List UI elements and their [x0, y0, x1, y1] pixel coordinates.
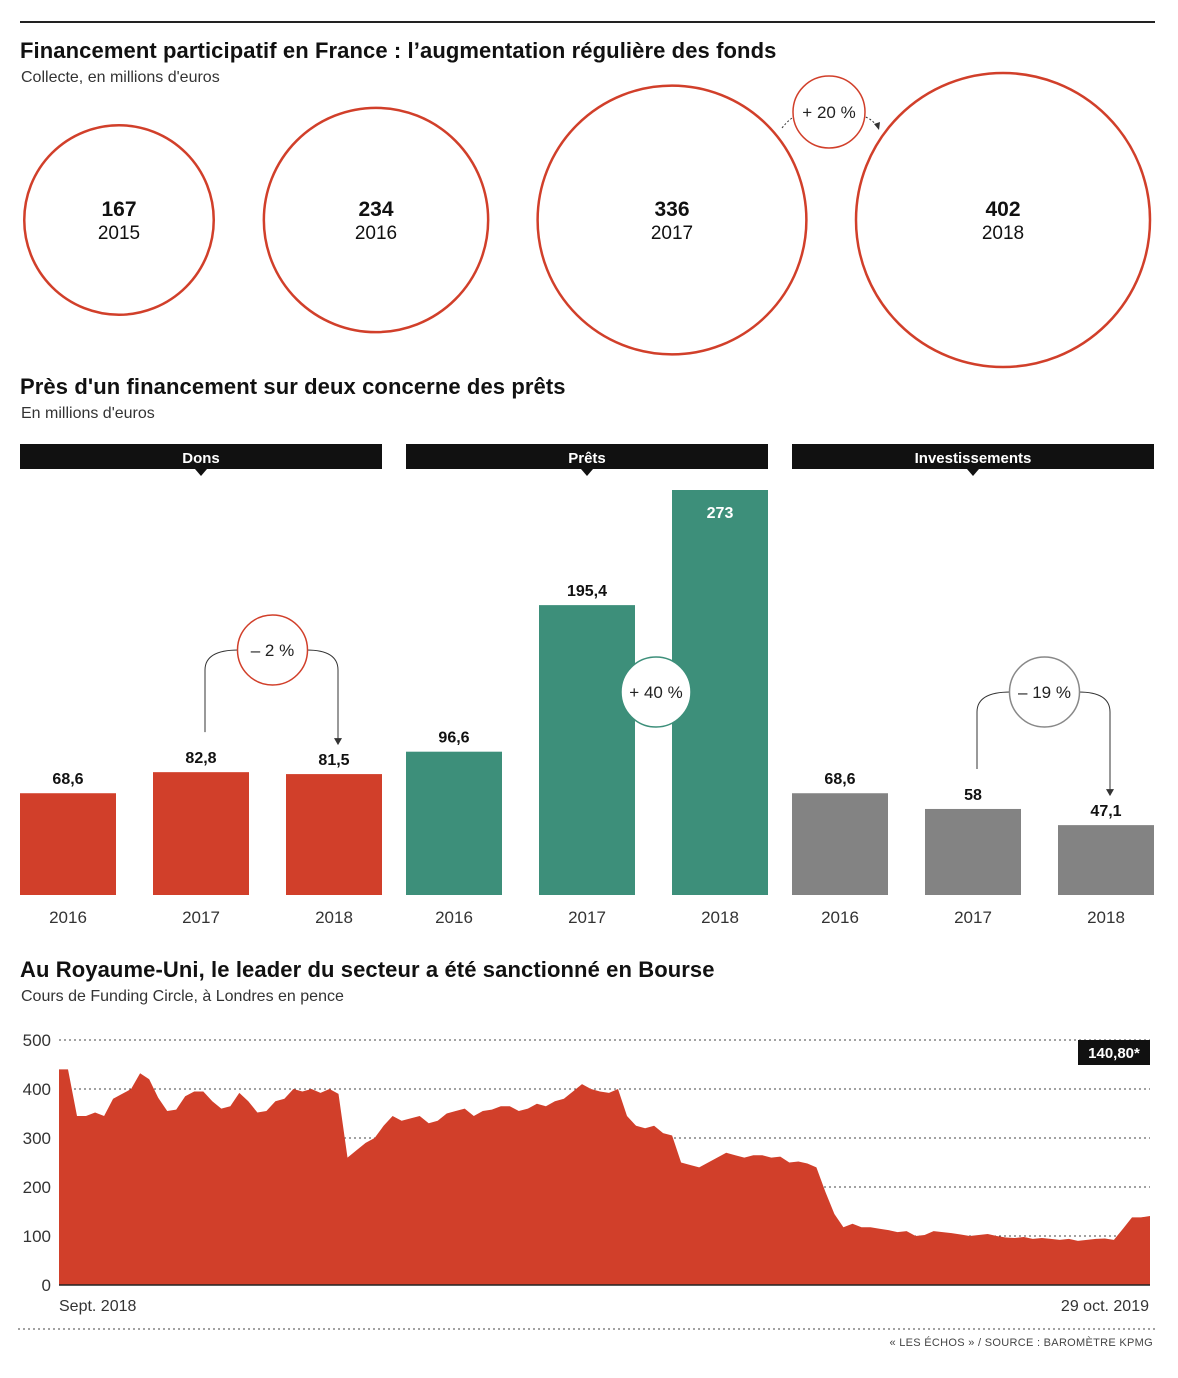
last-value-badge — [1078, 1040, 1150, 1065]
bar-year-Prêts-2017: 2017 — [568, 908, 606, 927]
price-area — [59, 1069, 1150, 1285]
bubble-year-2018: 2018 — [982, 223, 1024, 244]
section2-title: Près d'un financement sur deux concerne … — [20, 374, 566, 399]
bar-Investissements-2018 — [1058, 825, 1154, 895]
group-header-label-1: Prêts — [568, 450, 606, 467]
section1-subtitle: Collecte, en millions d'euros — [21, 69, 220, 86]
bar-year-Investissements-2017: 2017 — [954, 908, 992, 927]
x-end-label: 29 oct. 2019 — [1061, 1298, 1149, 1315]
area-chart: 0 100 200 300 400 500 Sept. 2018 29 oct. 2019 14… — [18, 1031, 1155, 1330]
group-header-2 — [792, 444, 1154, 469]
y-tick-0: 0 — [42, 1276, 51, 1295]
bar-year-Prêts-2016: 2016 — [435, 908, 473, 927]
change-connector-right-0 — [306, 649, 339, 743]
bar-year-Prêts-2018: 2018 — [701, 908, 739, 927]
bar-Dons-2016 — [20, 793, 116, 895]
bar-label-Investissements-2017: 58 — [964, 787, 982, 804]
bubble-2017 — [536, 84, 808, 356]
bar-label-Prêts-2016: 96,6 — [438, 730, 469, 747]
growth-arrowhead — [874, 122, 880, 130]
x-start-label: Sept. 2018 — [59, 1298, 137, 1315]
bar-year-Investissements-2016: 2016 — [821, 908, 859, 927]
change-badge-label-1: + 40 % — [629, 683, 682, 702]
group-header-1 — [406, 444, 768, 469]
bar-year-Dons-2017: 2017 — [182, 908, 220, 927]
change-arrowhead-0 — [334, 738, 342, 746]
bar-Dons-2017 — [153, 772, 249, 895]
change-badge-2 — [1008, 656, 1081, 728]
change-arrowhead-2 — [1106, 789, 1114, 797]
bar-label-Dons-2017: 82,8 — [185, 750, 216, 767]
change-connector-left-2 — [976, 691, 1011, 769]
source-footer: « LES ÉCHOS » / SOURCE : BAROMÈTRE KPMG — [889, 1337, 1153, 1349]
bar-label-Prêts-2018: 273 — [707, 505, 734, 522]
group-header-label-2: Investissements — [915, 450, 1032, 467]
bar-Investissements-2016 — [792, 793, 888, 895]
bubble-2016 — [262, 106, 490, 334]
bar-Prêts-2017 — [539, 605, 635, 895]
group-header-pointer-2 — [967, 469, 979, 476]
y-tick-500: 500 — [23, 1031, 51, 1050]
bubble-value-2017: 336 — [654, 198, 689, 221]
last-value-label: 140,80* — [1088, 1045, 1140, 1062]
bar-year-Investissements-2018: 2018 — [1087, 908, 1125, 927]
bar-label-Prêts-2017: 195,4 — [567, 583, 607, 600]
bubble-year-2017: 2017 — [651, 223, 693, 244]
change-badge-0 — [236, 614, 309, 686]
section3-title: Au Royaume-Uni, le leader du secteur a é… — [20, 957, 715, 982]
top-rule — [20, 21, 1155, 23]
bubble-2018 — [854, 71, 1152, 369]
growth-badge-label: + 20 % — [802, 103, 855, 122]
bar-year-Dons-2018: 2018 — [315, 908, 353, 927]
bubble-year-2015: 2015 — [98, 223, 140, 244]
bar-label-Dons-2016: 68,6 — [52, 771, 83, 788]
bubble-value-2016: 234 — [358, 198, 393, 221]
bubble-year-2016: 2016 — [355, 223, 397, 244]
bar-label-Investissements-2016: 68,6 — [824, 771, 855, 788]
group-header-pointer-0 — [195, 469, 207, 476]
bar-Prêts-2016 — [406, 751, 502, 895]
bar-label-Investissements-2018: 47,1 — [1090, 803, 1121, 820]
change-badge-label-2: – 19 % — [1018, 683, 1071, 702]
growth-badge — [792, 75, 866, 149]
change-connector-left-0 — [204, 649, 239, 733]
bubble-value-2018: 402 — [985, 198, 1020, 221]
bar-Investissements-2017 — [925, 808, 1021, 895]
y-tick-100: 100 — [23, 1227, 51, 1246]
bar-chart: Dons 68,6 2016 82,8 2017 81,5 2018 – 2 % Prêts 96… — [20, 444, 1154, 927]
section2-subtitle: En millions d'euros — [21, 405, 155, 422]
change-connector-right-2 — [1078, 691, 1111, 794]
bubble-value-2015: 167 — [101, 198, 136, 221]
change-badge-label-0: – 2 % — [251, 641, 294, 660]
group-header-pointer-1 — [581, 469, 593, 476]
y-tick-300: 300 — [23, 1129, 51, 1148]
change-badge-1 — [620, 656, 692, 728]
bubble-2015 — [23, 124, 215, 316]
section3-subtitle: Cours de Funding Circle, à Londres en pe… — [21, 988, 344, 1005]
y-tick-200: 200 — [23, 1178, 51, 1197]
group-header-label-0: Dons — [182, 450, 220, 467]
bar-year-Dons-2016: 2016 — [49, 908, 87, 927]
bar-label-Dons-2018: 81,5 — [318, 752, 349, 769]
group-header-0 — [20, 444, 382, 469]
bar-Dons-2018 — [286, 774, 382, 895]
section1-title: Financement participatif en France : l’a… — [20, 38, 777, 63]
y-tick-400: 400 — [23, 1080, 51, 1099]
